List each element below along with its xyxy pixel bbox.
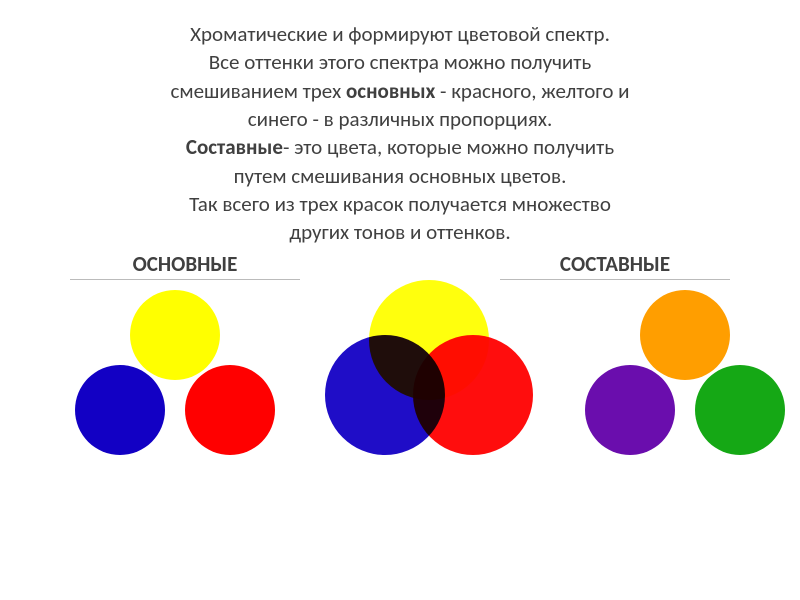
secondary-triad (575, 290, 795, 470)
primary-circle-red (185, 365, 275, 455)
slide: Хроматические и формируют цветовой спект… (0, 0, 800, 600)
labels-row: ОСНОВНЫЕ СОСТАВНЫЕ (30, 251, 770, 280)
intro-line-6: путем смешивания основных цветов. (234, 163, 567, 189)
intro-line-2: Все оттенки этого спектра можно получить (209, 49, 592, 75)
primary-circle-blue (75, 365, 165, 455)
intro-line-8: других тонов и оттенков. (289, 219, 510, 245)
label-primary: ОСНОВНЫЕ (70, 251, 300, 280)
intro-bold-primary: основных (346, 78, 435, 104)
intro-line-4: синего - в различных пропорциях. (248, 106, 553, 132)
intro-line-3-post: - красного, желтого и (435, 78, 629, 104)
intro-line-3-pre: смешиванием трех (170, 78, 346, 104)
diagrams-area (30, 280, 770, 590)
secondary-circle-orange (640, 290, 730, 380)
secondary-circle-purple (585, 365, 675, 455)
intro-text: Хроматические и формируют цветовой спект… (30, 20, 770, 247)
label-secondary: СОСТАВНЫЕ (500, 251, 730, 280)
intro-line-1: Хроматические и формируют цветовой спект… (190, 21, 610, 47)
secondary-circle-green (695, 365, 785, 455)
primary-circle-yellow (130, 290, 220, 380)
intro-bold-secondary: Составные (186, 134, 283, 160)
mixing-venn (305, 280, 555, 480)
intro-line-7: Так всего из трех красок получается множ… (189, 191, 611, 217)
primary-triad (65, 290, 285, 470)
venn-circle-red (413, 335, 533, 455)
intro-line-5-post: - это цвета, которые можно получить (283, 134, 614, 160)
